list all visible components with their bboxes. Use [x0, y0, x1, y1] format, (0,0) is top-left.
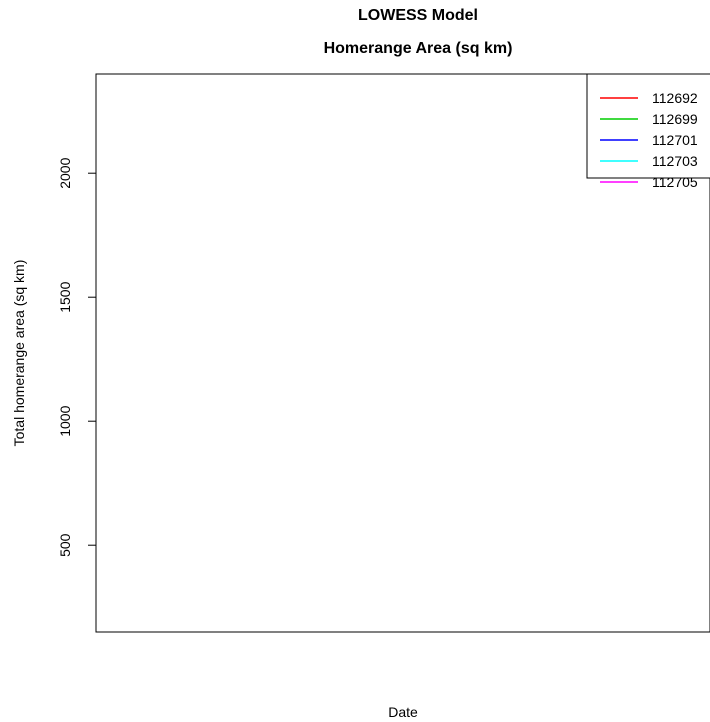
- legend-label-112692: 112692: [652, 90, 698, 106]
- x-axis-label: Date: [388, 704, 418, 720]
- chart-title: LOWESS Model: [358, 7, 478, 24]
- y-axis: 500 1000 1500 2000: [57, 157, 96, 557]
- legend: 112692 112699 112701 112703 112705: [586, 73, 710, 190]
- y-tick-label-3: 2000: [57, 157, 73, 188]
- plot-frame: [95, 73, 710, 633]
- y-tick-label-2: 1500: [57, 281, 73, 312]
- y-axis-label: Total homerange area (sq km): [11, 260, 27, 447]
- y-tick-label-1: 1000: [57, 405, 73, 436]
- chart-subtitle: Homerange Area (sq km): [324, 40, 513, 57]
- legend-label-112699: 112699: [652, 111, 698, 127]
- y-tick-label-0: 500: [57, 533, 73, 557]
- legend-label-112703: 112703: [652, 153, 698, 169]
- legend-label-112701: 112701: [652, 132, 698, 148]
- legend-label-112705: 112705: [652, 174, 698, 190]
